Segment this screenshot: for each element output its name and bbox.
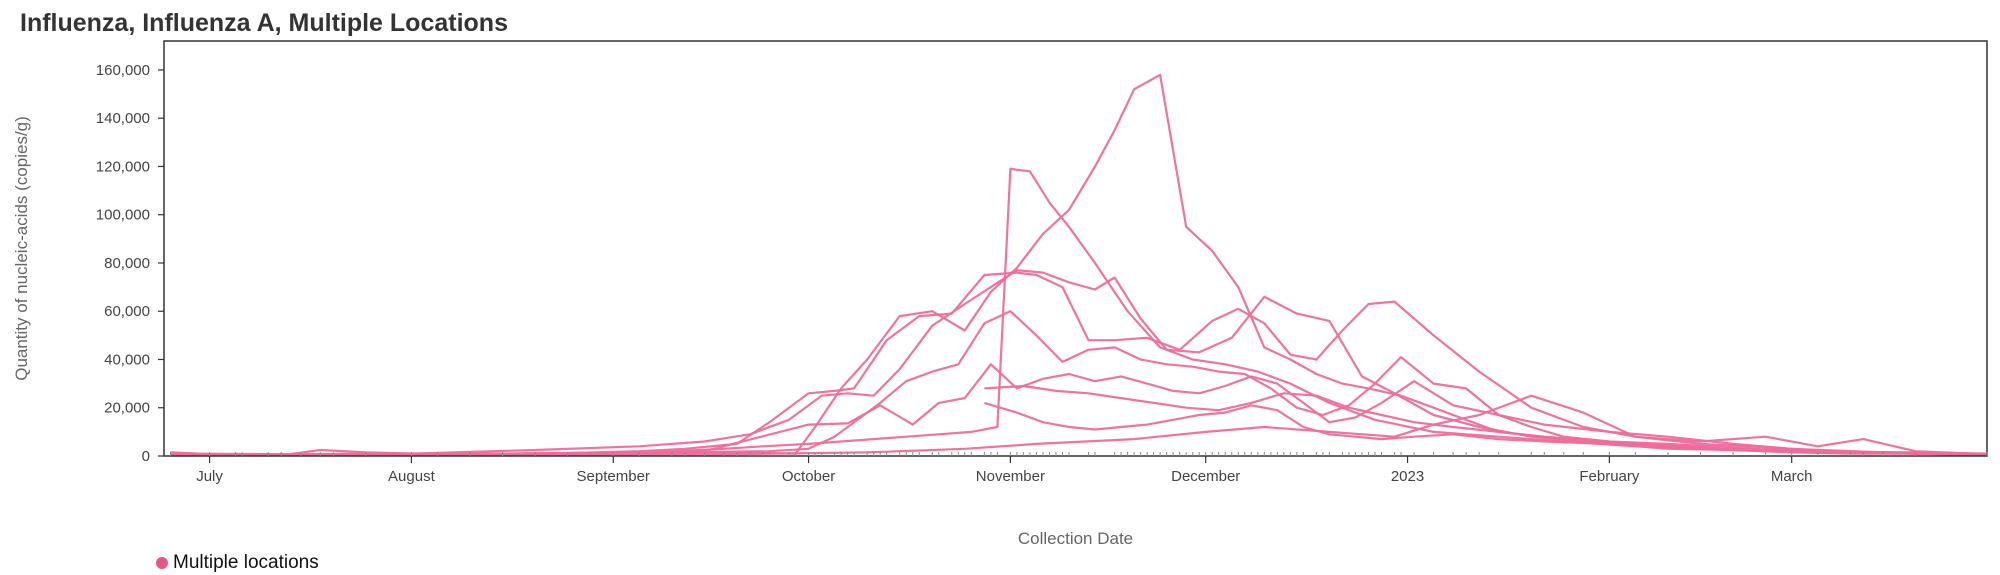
x-tick-label: 2023 — [1391, 468, 1424, 485]
x-tick-label: July — [196, 468, 223, 485]
legend[interactable]: Multiple locations — [156, 552, 319, 574]
x-tick-label: October — [782, 468, 835, 485]
y-tick-label: 40,000 — [104, 351, 150, 368]
series-line-7 — [984, 401, 1988, 456]
series-lines — [170, 73, 1988, 457]
y-tick-label: 160,000 — [96, 62, 150, 79]
series-line-2 — [170, 271, 1988, 456]
y-tick-label: 140,000 — [96, 110, 150, 127]
series-line-1 — [170, 167, 1988, 457]
series-line-3 — [170, 269, 1988, 456]
series-line-5 — [170, 310, 1988, 457]
y-tick-label: 120,000 — [96, 158, 150, 175]
series-line-4 — [170, 73, 1988, 456]
y-tick-label: 100,000 — [96, 207, 150, 224]
x-minor-ticks — [170, 452, 1988, 456]
y-tick-label: 20,000 — [104, 400, 150, 417]
y-axis-ticks: 0 20,000 40,000 60,000 80,000 100,000 120,000 1… — [96, 62, 164, 465]
x-axis-title: Collection Date — [1018, 529, 1133, 548]
series-line-6 — [170, 363, 1988, 457]
legend-label: Multiple locations — [173, 552, 319, 573]
y-tick-label: 0 — [142, 448, 150, 465]
x-tick-label: August — [388, 468, 436, 485]
x-tick-label: September — [577, 468, 650, 485]
legend-dot — [156, 557, 168, 569]
y-tick-label: 80,000 — [104, 255, 150, 272]
x-tick-label: November — [976, 468, 1045, 485]
x-tick-label: March — [1771, 468, 1813, 485]
x-axis-ticks: July August September October November Decemb… — [196, 456, 1813, 485]
y-axis-title: Quantity of nucleic-acids (copies/g) — [12, 116, 31, 381]
chart-title: Influenza, Influenza A, Multiple Locatio… — [20, 9, 508, 37]
plot-frame — [163, 40, 1988, 457]
x-tick-label: February — [1579, 468, 1640, 485]
y-tick-label: 60,000 — [104, 303, 150, 320]
x-tick-label: December — [1171, 468, 1240, 485]
series-line-8 — [984, 384, 1988, 456]
series-line-9 — [170, 394, 1988, 457]
